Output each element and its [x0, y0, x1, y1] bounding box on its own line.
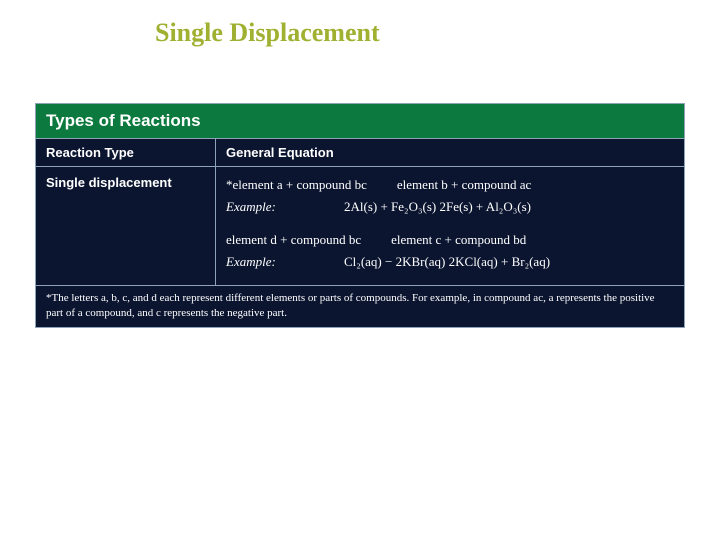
row-label: Single displacement — [36, 167, 216, 285]
equation-2-general: element d + compound bc element c + comp… — [226, 230, 674, 250]
page-title: Single Displacement — [155, 18, 720, 48]
equation-1-general: *element a + compound bc element b + com… — [226, 175, 674, 195]
eq1-left: *element a + compound bc — [226, 175, 367, 195]
eq2-right: element c + compound bd — [391, 230, 526, 250]
reactions-table: Types of Reactions Reaction Type General… — [35, 103, 685, 328]
eq1-right: element b + compound ac — [397, 175, 531, 195]
eq1-example-text: 2Al(s) + Fe₂O₃(s) 2Fe(s) + Al₂O₃(s) — [344, 197, 531, 217]
table-header: Types of Reactions — [36, 104, 684, 139]
table-row: Single displacement *element a + compoun… — [36, 167, 684, 286]
example-label-2: Example: — [226, 252, 326, 272]
table-footnote: *The letters a, b, c, and d each represe… — [36, 286, 684, 327]
table-subheader: Reaction Type General Equation — [36, 139, 684, 167]
subheader-general-equation: General Equation — [216, 139, 684, 166]
equation-2-example: Example: Cl₂(aq) − 2KBr(aq) 2KCl(aq) + B… — [226, 252, 674, 272]
eq2-example-text: Cl₂(aq) − 2KBr(aq) 2KCl(aq) + Br₂(aq) — [344, 252, 550, 272]
row-content: *element a + compound bc element b + com… — [216, 167, 684, 285]
eq2-left: element d + compound bc — [226, 230, 361, 250]
subheader-reaction-type: Reaction Type — [36, 139, 216, 166]
equation-1-example: Example: 2Al(s) + Fe₂O₃(s) 2Fe(s) + Al₂O… — [226, 197, 674, 217]
example-label-1: Example: — [226, 197, 326, 217]
